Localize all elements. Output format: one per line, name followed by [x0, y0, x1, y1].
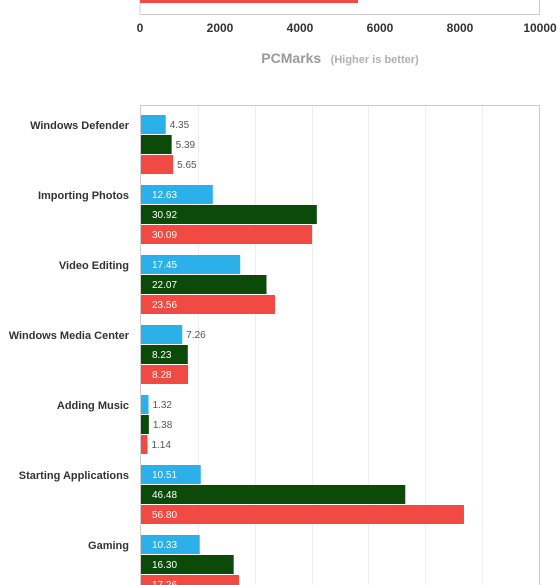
bar: [141, 225, 313, 244]
x-axis-title: PCMarks: [261, 50, 321, 66]
data-label: 17.26: [152, 580, 177, 585]
bar: [141, 295, 275, 314]
bottom-plot-frame: [140, 105, 540, 585]
category-label: Video Editing: [59, 260, 129, 272]
data-label: 5.39: [176, 140, 196, 151]
x-tick-label: 4000: [287, 21, 314, 35]
x-tick-label: 0: [137, 21, 144, 35]
data-label: 8.23: [152, 350, 172, 361]
data-label: 5.65: [177, 160, 197, 171]
category-label: Adding Music: [57, 400, 129, 412]
bar: [141, 255, 241, 274]
data-label: 1.32: [153, 400, 173, 411]
data-label: 12.63: [152, 190, 177, 201]
category-label: Starting Applications: [19, 470, 129, 482]
x-tick-label: 6000: [367, 21, 394, 35]
bar: [141, 115, 166, 134]
data-label: 46.48: [152, 490, 177, 501]
bar: [141, 535, 200, 554]
bar: [141, 345, 188, 364]
bar: [141, 415, 149, 434]
x-tick-label: 10000: [523, 21, 557, 35]
bar: [141, 155, 174, 174]
data-label: 30.09: [152, 230, 177, 241]
data-label: 8.28: [152, 370, 172, 381]
category-labels: Windows Defender Importing Photos Video Ed…: [9, 120, 130, 552]
data-label: 56.80: [152, 510, 177, 521]
bar: [141, 365, 189, 384]
top-bar-partial: [140, 0, 358, 3]
bar: [141, 395, 149, 414]
bar: [141, 325, 183, 344]
bar: [141, 205, 317, 224]
bar: [141, 485, 406, 504]
data-label: 10.51: [152, 470, 177, 481]
data-label: 22.07: [152, 280, 177, 291]
bar: [141, 575, 240, 585]
bar: [141, 275, 267, 294]
task-times-chart: 4.35 5.39 5.65 12.63 30.92 30.09 17.45 22.07 23.…: [9, 105, 540, 585]
bar: [141, 135, 172, 154]
pcmarks-chart: 0 2000 4000 6000 8000 10000 PCMarks (Higher i…: [137, 0, 557, 67]
bar: [141, 555, 234, 574]
data-label: 1.38: [153, 420, 173, 431]
bar: [141, 435, 148, 454]
category-label: Importing Photos: [38, 190, 129, 202]
data-label: 7.26: [186, 330, 206, 341]
bottom-bars: 4.35 5.39 5.65 12.63 30.92 30.09 17.45 22.07 23.…: [141, 115, 464, 585]
data-label: 10.33: [152, 540, 177, 551]
bar: [141, 185, 213, 204]
top-axis-ticks: 0 2000 4000 6000 8000 10000: [137, 21, 557, 35]
data-label: 4.35: [170, 120, 190, 131]
category-label: Gaming: [88, 540, 129, 552]
data-label: 30.92: [152, 210, 177, 221]
x-tick-label: 2000: [207, 21, 234, 35]
top-x-axis-title: PCMarks (Higher is better): [261, 50, 419, 67]
category-label: Windows Media Center: [9, 330, 130, 342]
x-tick-label: 8000: [447, 21, 474, 35]
x-axis-note: (Higher is better): [331, 54, 419, 66]
data-label: 1.14: [151, 440, 171, 451]
data-label: 23.56: [152, 300, 177, 311]
top-bars: [140, 0, 358, 3]
data-label: 17.45: [152, 260, 177, 271]
category-label: Windows Defender: [30, 120, 130, 132]
bar: [141, 505, 464, 524]
data-label: 16.30: [152, 560, 177, 571]
bar: [141, 465, 201, 484]
